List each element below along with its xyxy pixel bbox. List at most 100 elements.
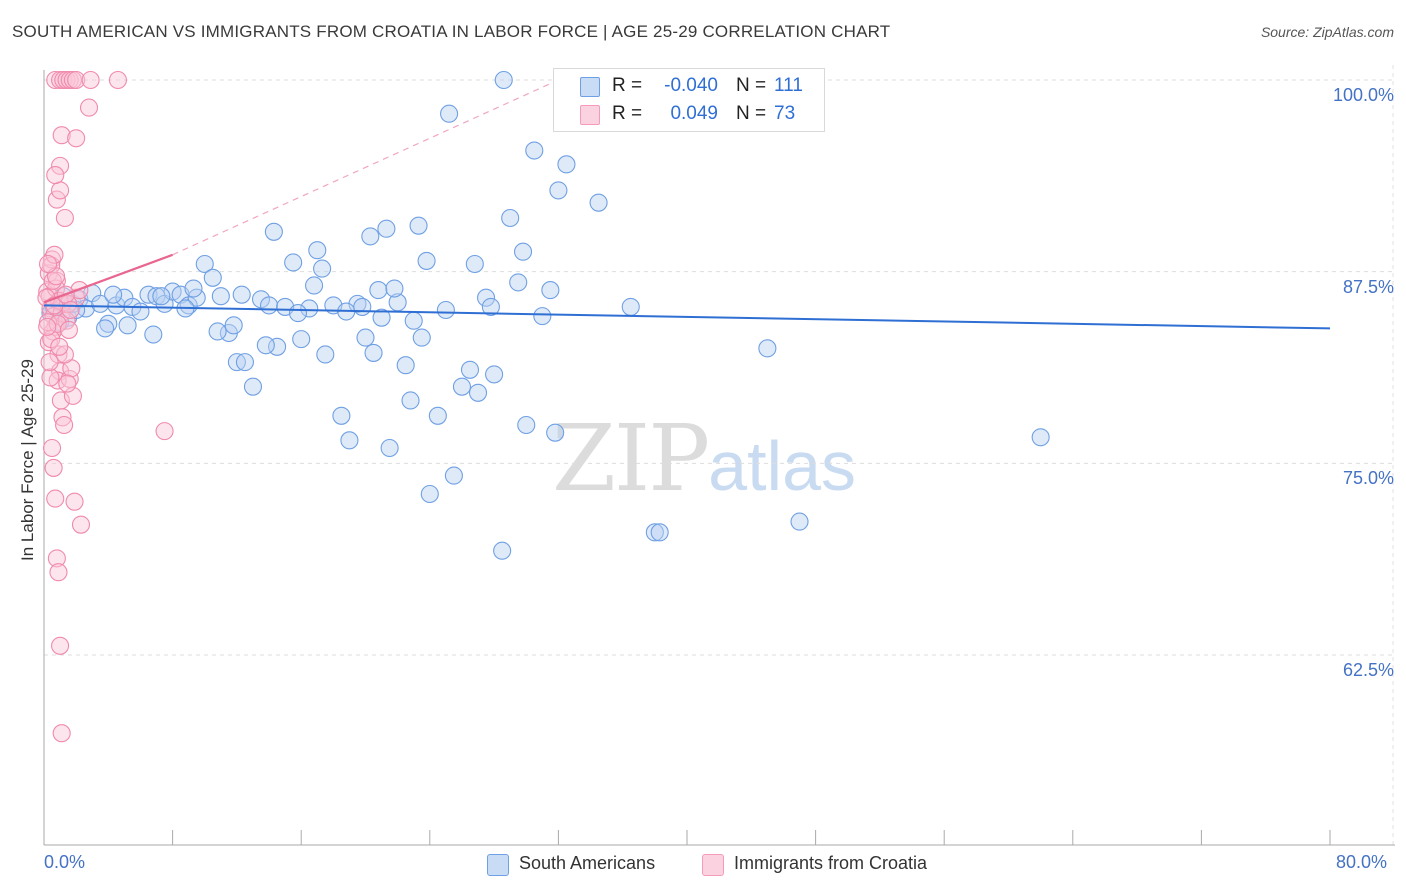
data-point [264, 222, 283, 241]
data-point [55, 208, 74, 228]
data-point [39, 333, 58, 352]
data-point [71, 515, 91, 534]
data-point [589, 193, 608, 212]
data-point [152, 287, 171, 306]
data-point [256, 336, 275, 355]
data-point [268, 337, 287, 356]
stats-box: R = -0.040 N = 111 R = 0.049 N = 73 [553, 68, 825, 132]
data-point [52, 126, 71, 145]
stats-r-label: R = [612, 75, 643, 96]
data-point [208, 322, 227, 341]
data-point [67, 129, 86, 148]
data-point [118, 316, 137, 335]
data-point [477, 288, 496, 307]
data-point [211, 287, 230, 306]
data-point [292, 330, 311, 349]
data-point [513, 242, 533, 261]
data-point [340, 431, 359, 450]
data-point [401, 391, 420, 410]
data-point [546, 423, 565, 442]
data-point [81, 70, 100, 90]
data-point [41, 368, 60, 387]
data-point [305, 276, 324, 295]
data-point [52, 724, 71, 743]
data-point [50, 337, 69, 356]
stats-swatch-pink [580, 105, 600, 125]
stats-row-croatia: R = 0.049 N = 73 [554, 101, 824, 129]
data-point [468, 383, 488, 402]
data-point [58, 374, 77, 393]
data-point [259, 296, 279, 315]
data-point [758, 339, 777, 358]
data-point [493, 541, 512, 560]
data-point [61, 300, 80, 320]
data-point [49, 563, 68, 582]
stats-swatch-blue [580, 77, 600, 97]
data-point [485, 365, 504, 384]
data-point [55, 415, 74, 435]
data-point [557, 155, 576, 174]
x-tick-label-min: 0.0% [44, 852, 86, 872]
data-point [494, 70, 513, 90]
stats-row-south-americans: R = -0.040 N = 111 [554, 73, 824, 101]
data-point [38, 254, 58, 274]
data-point [44, 458, 63, 477]
data-point [444, 466, 463, 485]
gridlines [44, 65, 1395, 845]
data-point [377, 219, 396, 238]
data-point [38, 317, 57, 336]
stats-n-value: 73 [774, 103, 796, 124]
data-point [235, 353, 254, 372]
data-point [380, 438, 399, 458]
data-point [91, 294, 110, 313]
data-point [46, 489, 65, 508]
data-point [46, 166, 65, 185]
data-point [308, 241, 327, 260]
data-point [372, 308, 391, 327]
data-point [184, 279, 203, 298]
data-point [481, 297, 500, 316]
data-point [356, 328, 375, 347]
data-point [108, 70, 127, 90]
data-point [59, 320, 78, 339]
trend-line-south-americans [43, 304, 1331, 330]
data-point [300, 299, 319, 318]
data-point [316, 345, 335, 364]
trend-line-croatia-extension [172, 79, 559, 256]
stats-n-label: N = [736, 103, 767, 124]
stats-r-value: -0.040 [664, 75, 718, 96]
data-point [409, 216, 428, 235]
data-point [79, 98, 99, 117]
data-point [104, 285, 123, 304]
data-point [332, 406, 351, 425]
y-tick-label: 100.0% [1332, 85, 1394, 105]
legend-swatch-pink [702, 854, 724, 876]
y-tick-label: 75.0% [1342, 468, 1394, 489]
data-point [131, 302, 150, 321]
legend-label: South Americans [519, 853, 656, 873]
trend-lines [43, 79, 1331, 330]
data-point [224, 316, 243, 335]
axes [43, 70, 1395, 846]
x-tick-label-max: 80.0% [1336, 852, 1388, 872]
data-point [1031, 428, 1050, 447]
data-point [385, 279, 404, 298]
data-point [440, 104, 459, 123]
data-point [284, 253, 303, 272]
data-point [53, 408, 72, 427]
data-point [549, 181, 568, 200]
chart-source: Source: ZipAtlas.com [1260, 24, 1394, 40]
legend: South Americans Immigrants from Croatia [0, 852, 1406, 878]
data-point [396, 356, 415, 375]
data-point [541, 281, 560, 300]
data-point [790, 512, 809, 531]
y-tick-label: 87.5% [1342, 276, 1394, 297]
data-point [42, 256, 61, 275]
data-point [621, 297, 640, 316]
data-point [460, 360, 480, 379]
croatia-points [37, 70, 174, 743]
legend-swatch-blue [487, 854, 509, 876]
data-point [501, 208, 520, 228]
data-point [436, 300, 455, 320]
data-point [40, 353, 59, 372]
